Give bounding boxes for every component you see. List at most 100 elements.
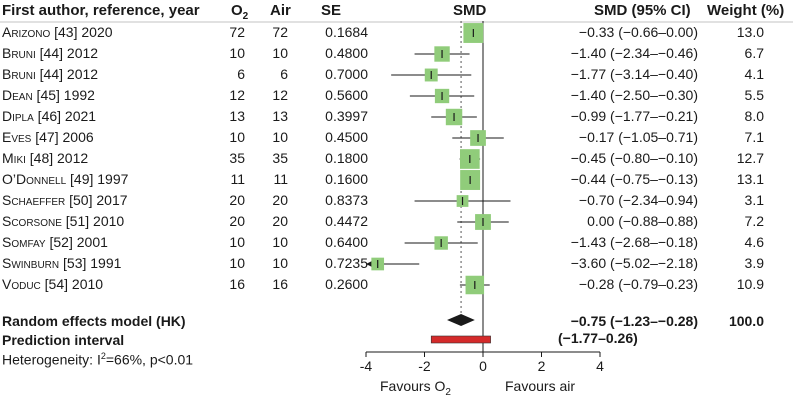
study-ci: −1.40 (−2.50–−0.30) [570, 87, 698, 103]
study-label: Scorsone [51] 2010 [2, 213, 124, 229]
study-ref: [48] 2012 [25, 150, 89, 166]
study-se: 0.7235 [325, 255, 368, 271]
study-label: Arizono [43] 2020 [2, 24, 113, 40]
study-ref: [51] 2010 [61, 213, 125, 229]
header-o2: O2 [231, 2, 249, 22]
study-author: Eves [2, 129, 32, 145]
study-label: Dipla [46] 2021 [2, 108, 96, 124]
pooled-label: Random effects model (HK) [2, 313, 186, 329]
study-ref: [52] 2001 [45, 234, 108, 250]
study-se: 0.7000 [325, 66, 368, 82]
study-se: 0.3997 [325, 108, 368, 124]
study-author: Somfay [2, 234, 46, 250]
ci-arrow-left [366, 261, 372, 267]
x-tick-label: -2 [418, 358, 431, 374]
study-se: 0.1600 [325, 171, 368, 187]
study-ci: −0.99 (−1.77–−0.21) [570, 108, 698, 124]
study-se: 0.5600 [325, 87, 368, 103]
study-air: 6 [280, 66, 288, 82]
study-weight: 12.7 [736, 150, 764, 166]
header-weight: Weight (%) [707, 2, 785, 19]
study-air: 10 [272, 255, 288, 271]
study-air: 35 [272, 150, 288, 166]
study-author: Bruni [2, 66, 36, 82]
study-weight: 7.2 [744, 213, 764, 229]
study-se: 0.2600 [325, 276, 368, 292]
study-author: Scorsone [2, 213, 62, 229]
study-o2: 20 [229, 213, 245, 229]
study-se: 0.1684 [325, 24, 368, 40]
study-ci: −0.45 (−0.80–−0.10) [570, 150, 698, 166]
prediction-interval-bar [430, 335, 491, 344]
study-label: Somfay [52] 2001 [2, 234, 108, 250]
study-author: Arizono [2, 24, 51, 40]
study-o2: 12 [229, 87, 245, 103]
study-ci: −0.44 (−0.75–−0.13) [570, 171, 698, 187]
study-air: 20 [272, 192, 288, 208]
study-ref: [54] 2010 [40, 276, 104, 292]
study-author: Schaeffer [2, 192, 66, 208]
study-weight: 3.1 [744, 192, 764, 208]
study-ci: −0.70 (−2.34–0.94) [578, 192, 698, 208]
header-smd: SMD [453, 2, 487, 19]
study-author: O’Donnell [2, 171, 67, 187]
study-se: 0.4500 [325, 129, 368, 145]
study-o2: 10 [229, 255, 245, 271]
study-o2: 6 [237, 66, 245, 82]
pooled-ci: −0.75 (−1.23–−0.28) [570, 313, 698, 329]
study-ci: −1.43 (−2.68–−0.18) [570, 234, 698, 250]
study-air: 12 [272, 87, 288, 103]
study-weight: 7.1 [744, 129, 764, 145]
study-ci: −1.77 (−3.14–−0.40) [570, 66, 698, 82]
study-ci: −0.28 (−0.79–0.23) [578, 276, 698, 292]
study-air: 11 [273, 171, 288, 187]
heterogeneity: Heterogeneity: I2=66%, p<0.01 [2, 351, 194, 368]
study-ci: −0.17 (−1.05–0.71) [578, 129, 698, 145]
study-weight: 6.7 [744, 45, 764, 61]
favours-air-label: Favours air [505, 378, 576, 394]
study-weight: 13.0 [736, 24, 764, 40]
study-author: Miki [2, 150, 26, 166]
study-o2: 35 [229, 150, 245, 166]
pooled-diamond [447, 314, 475, 326]
study-label: O’Donnell [49] 1997 [2, 171, 128, 187]
study-author: Voduc [2, 276, 41, 292]
study-weight: 4.6 [744, 234, 764, 250]
study-label: Swinburn [53] 1991 [2, 255, 121, 271]
study-label: Bruni [44] 2012 [2, 45, 98, 61]
study-ref: [45] 1992 [32, 87, 95, 103]
study-weight: 5.5 [744, 87, 764, 103]
study-ci: −0.33 (−0.66–0.00) [578, 24, 698, 40]
x-tick-label: 4 [596, 358, 604, 374]
study-se: 0.4472 [325, 213, 368, 229]
study-ci: 0.00 (−0.88–0.88) [587, 213, 698, 229]
study-label: Eves [47] 2006 [2, 129, 94, 145]
study-ci: −3.60 (−5.02–−2.18) [570, 255, 698, 271]
study-ref: [44] 2012 [35, 45, 99, 61]
study-author: Bruni [2, 45, 36, 61]
study-weight: 8.0 [744, 108, 764, 124]
study-air: 10 [272, 234, 288, 250]
study-air: 10 [272, 45, 288, 61]
study-o2: 13 [229, 108, 245, 124]
study-label: Voduc [54] 2010 [2, 276, 103, 292]
favours-o2-label: Favours O2 [380, 378, 451, 398]
pooled-weight: 100.0 [728, 313, 764, 329]
study-air: 16 [272, 276, 288, 292]
study-ref: [53] 1991 [59, 255, 122, 271]
study-ref: [43] 2020 [50, 24, 113, 40]
study-air: 13 [272, 108, 288, 124]
study-o2: 10 [229, 234, 245, 250]
study-label: Dean [45] 1992 [2, 87, 95, 103]
study-ref: [44] 2012 [35, 66, 99, 82]
prediction-ci: (−1.77–0.26) [558, 330, 638, 346]
study-o2: 11 [230, 171, 245, 187]
study-ref: [47] 2006 [31, 129, 94, 145]
study-label: Schaeffer [50] 2017 [2, 192, 128, 208]
study-o2: 10 [229, 45, 245, 61]
study-o2: 72 [229, 24, 245, 40]
study-ref: [50] 2017 [65, 192, 128, 208]
study-se: 0.4800 [325, 45, 368, 61]
study-se: 0.6400 [325, 234, 368, 250]
study-author: Swinburn [2, 255, 60, 271]
